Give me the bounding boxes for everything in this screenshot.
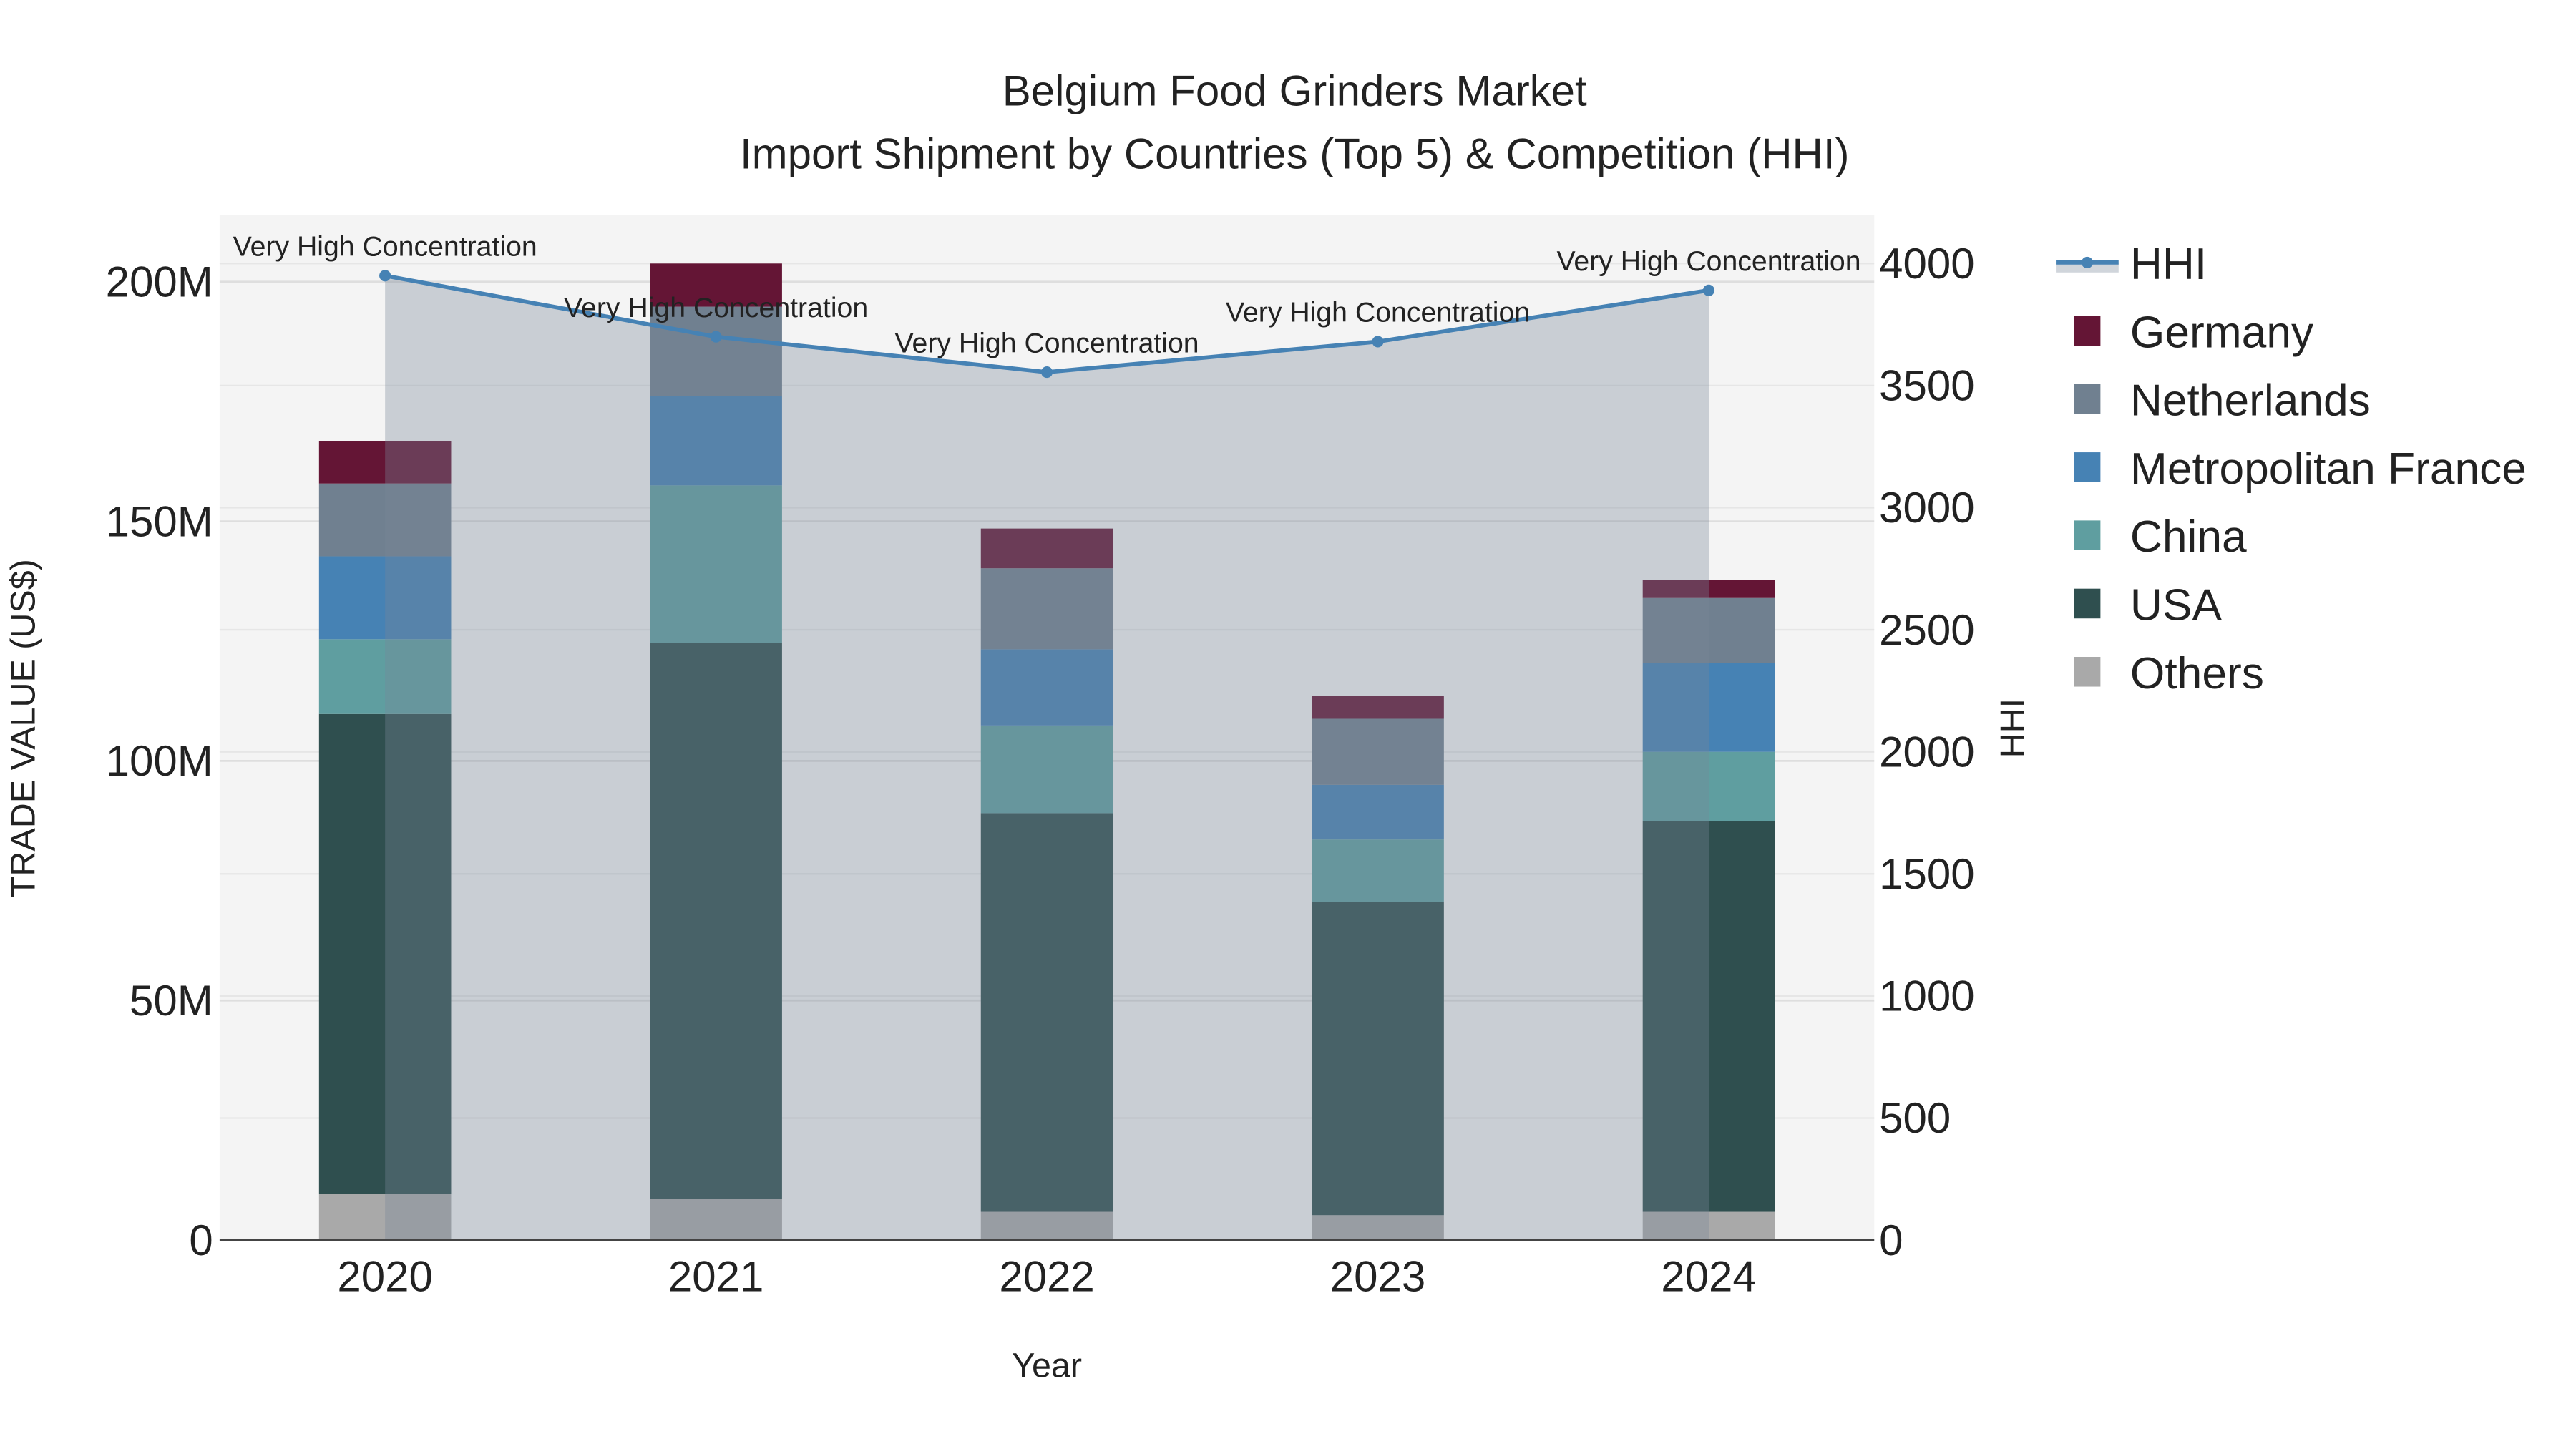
bar-germany-2022 — [980, 528, 1113, 569]
x-tick-label: 2020 — [337, 1253, 432, 1301]
bar-china-2022 — [980, 725, 1113, 814]
bar-netherlands-2021 — [650, 306, 782, 396]
bar-others-2020 — [318, 1194, 452, 1241]
x-tick-label: 2024 — [1661, 1253, 1756, 1301]
hhi-annotation: Very High Concentration — [564, 292, 868, 323]
hhi-annotation: Very High Concentration — [233, 231, 537, 263]
bar-usa-2022 — [980, 813, 1113, 1212]
y2-tick-label: 1500 — [1879, 850, 1974, 898]
y-tick-label: 200M — [106, 258, 213, 306]
hhi-point-2020 — [379, 270, 391, 282]
y2-axis-title: HHI — [1994, 698, 2032, 758]
bar-china-2021 — [650, 485, 782, 643]
legend-swatch-netherlands — [2074, 384, 2101, 414]
legend-label[interactable]: China — [2130, 512, 2247, 562]
bar-china-2024 — [1642, 751, 1775, 821]
legend-swatch-metropolitan-france — [2074, 452, 2101, 482]
bar-metropolitan-france-2022 — [980, 649, 1113, 726]
bar-germany-2020 — [318, 441, 452, 484]
x-tick-label: 2021 — [668, 1253, 763, 1301]
bar-metropolitan-france-2024 — [1642, 663, 1775, 752]
legend-label[interactable]: HHI — [2130, 240, 2207, 289]
bar-metropolitan-france-2021 — [650, 396, 782, 486]
bar-china-2023 — [1312, 839, 1444, 902]
hhi-point-2021 — [710, 331, 722, 343]
bar-others-2023 — [1312, 1215, 1444, 1241]
y2-tick-label: 3000 — [1879, 484, 1974, 532]
y2-tick-label: 1000 — [1879, 972, 1974, 1020]
legend-swatch-usa — [2074, 588, 2101, 619]
legend-label[interactable]: Others — [2130, 649, 2264, 698]
bar-metropolitan-france-2020 — [318, 556, 452, 640]
bar-usa-2023 — [1312, 902, 1444, 1216]
y2-tick-label: 4000 — [1879, 240, 1974, 288]
bar-metropolitan-france-2023 — [1312, 784, 1444, 840]
x-tick-label: 2022 — [999, 1253, 1094, 1301]
legend-label[interactable]: Metropolitan France — [2130, 444, 2527, 494]
legend-label[interactable]: Germany — [2130, 308, 2314, 357]
legend-swatch-china — [2074, 520, 2101, 550]
y-tick-label: 150M — [106, 497, 213, 545]
bar-netherlands-2020 — [318, 483, 452, 557]
hhi-area — [385, 275, 1709, 1241]
bar-others-2024 — [1642, 1211, 1775, 1241]
x-tick-label: 2023 — [1330, 1253, 1425, 1301]
bar-usa-2021 — [650, 643, 782, 1199]
legend-swatch-others — [2074, 657, 2101, 687]
hhi-annotation: Very High Concentration — [1556, 245, 1860, 277]
hhi-point-2023 — [1372, 336, 1384, 348]
bar-germany-2023 — [1312, 696, 1444, 719]
y2-tick-label: 500 — [1879, 1094, 1951, 1142]
y-tick-label: 50M — [130, 977, 213, 1025]
hhi-annotation: Very High Concentration — [895, 327, 1199, 358]
legend-label[interactable]: USA — [2130, 581, 2223, 630]
y2-tick-label: 2000 — [1879, 728, 1974, 776]
bar-china-2020 — [318, 639, 452, 714]
hhi-point-2022 — [1041, 366, 1053, 379]
y2-tick-label: 0 — [1879, 1216, 1903, 1264]
chart-subtitle: Import Shipment by Countries (Top 5) & C… — [740, 130, 1850, 177]
bar-germany-2021 — [650, 263, 782, 307]
bar-usa-2024 — [1642, 821, 1775, 1212]
bar-netherlands-2022 — [980, 568, 1113, 650]
legend-swatch-germany — [2074, 316, 2101, 346]
y-tick-label: 0 — [189, 1216, 213, 1264]
y-axis-title: TRADE VALUE (US$) — [4, 559, 42, 897]
bar-others-2021 — [650, 1199, 782, 1241]
bar-others-2022 — [980, 1211, 1113, 1241]
legend-label[interactable]: Netherlands — [2130, 376, 2371, 426]
hhi-point-2024 — [1702, 284, 1715, 296]
y2-tick-label: 3500 — [1879, 362, 1974, 410]
bar-netherlands-2023 — [1312, 718, 1444, 785]
bar-germany-2024 — [1642, 580, 1775, 598]
legend-hhi-marker — [2081, 256, 2093, 268]
bar-netherlands-2024 — [1642, 597, 1775, 663]
x-axis-title: Year — [1012, 1347, 1082, 1385]
bar-usa-2020 — [318, 713, 452, 1194]
y2-tick-label: 2500 — [1879, 606, 1974, 654]
y-tick-label: 100M — [106, 737, 213, 785]
hhi-annotation: Very High Concentration — [1226, 297, 1530, 328]
chart-title: Belgium Food Grinders Market — [1002, 67, 1587, 115]
